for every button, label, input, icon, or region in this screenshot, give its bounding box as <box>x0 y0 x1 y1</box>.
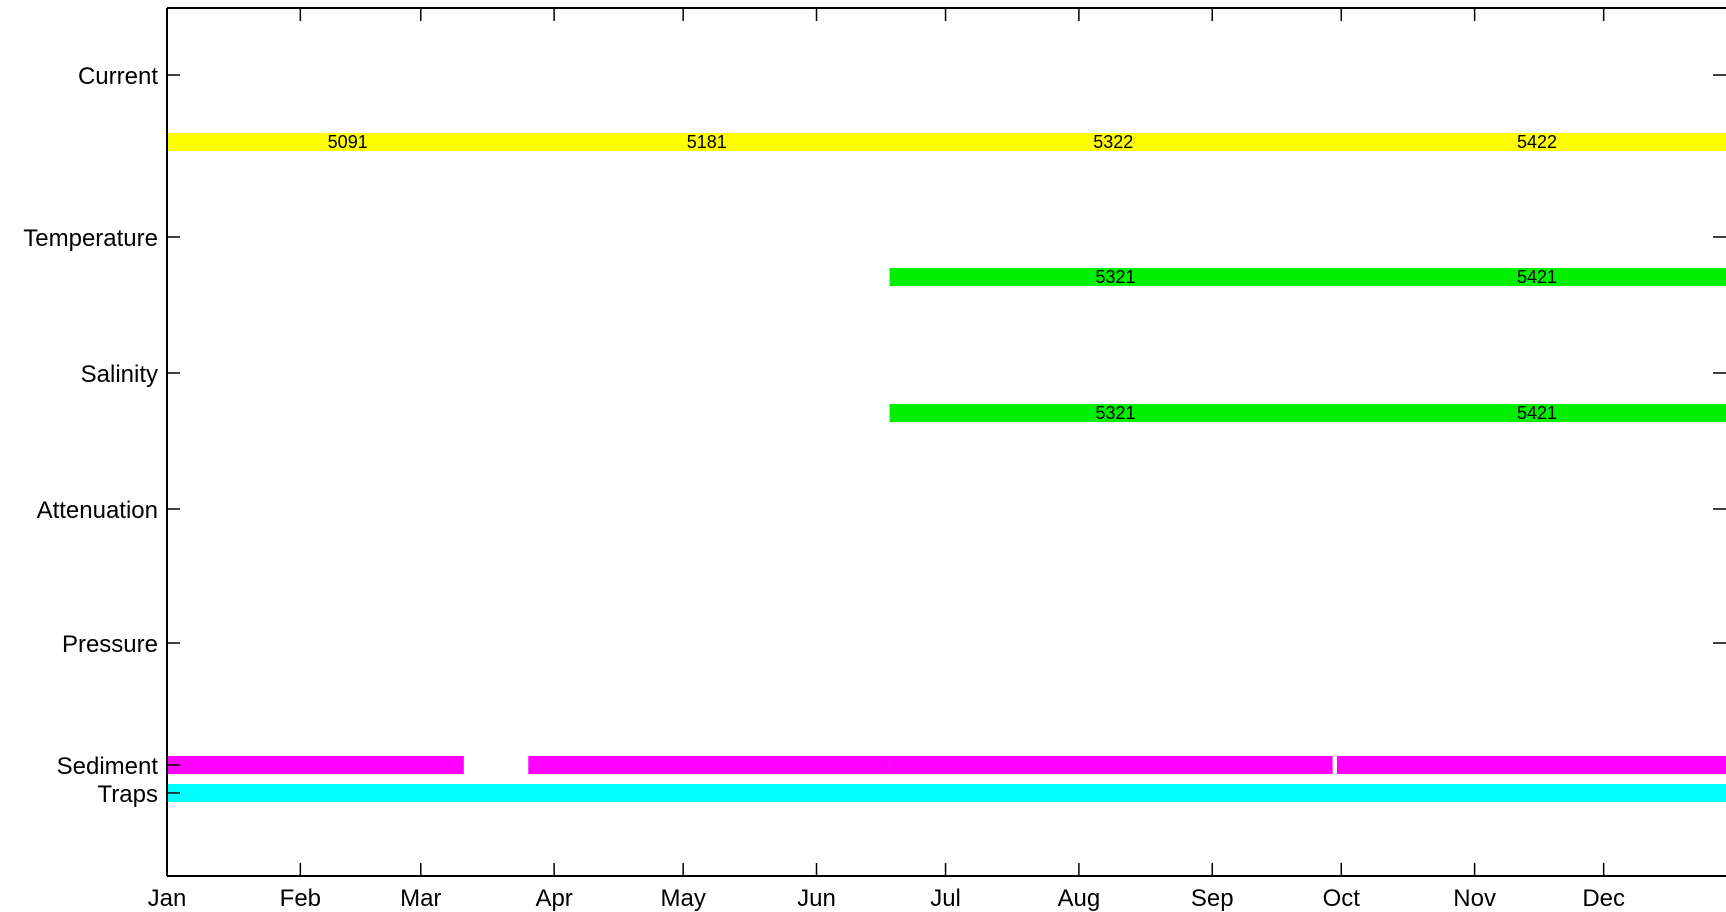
x-tick-label-jul: Jul <box>930 885 961 912</box>
x-tick-label-dec: Dec <box>1582 885 1625 912</box>
y-axis: Current Temperature Salinity Attenuation Pre… <box>23 63 1726 808</box>
x-tick-label-sep: Sep <box>1191 885 1234 912</box>
x-tick-label-may: May <box>660 885 705 912</box>
bar-label-salinity-1: 5321 <box>1095 403 1135 423</box>
x-tick-label-feb: Feb <box>280 885 321 912</box>
x-tick-label-aug: Aug <box>1058 885 1101 912</box>
x-tick-label-jan: Jan <box>148 885 187 912</box>
bar-label-temperature-1: 5321 <box>1095 267 1135 287</box>
bar-label-current-4: 5422 <box>1517 132 1557 152</box>
x-axis: Jan Feb Mar Apr May Jun Jul Aug Sep Oct Nov Dec <box>148 8 1625 912</box>
bar-salinity-1 <box>889 404 1342 422</box>
bar-sediment-1 <box>167 756 464 774</box>
bar-label-current-2: 5181 <box>687 132 727 152</box>
y-tick-label-temperature: Temperature <box>23 225 158 252</box>
bar-current-3 <box>885 133 1342 151</box>
bar-layer <box>167 133 1726 802</box>
y-tick-label-current: Current <box>78 63 158 90</box>
bar-label-current-3: 5322 <box>1093 132 1133 152</box>
y-tick-label-salinity: Salinity <box>81 361 158 388</box>
y-tick-label-traps: Traps <box>98 781 158 808</box>
bar-sediment-2 <box>528 756 890 774</box>
bar-sediment-3 <box>889 756 1333 774</box>
bar-label-salinity-2: 5421 <box>1517 403 1557 423</box>
y-tick-label-sediment: Sediment <box>57 753 159 780</box>
bar-temperature-2 <box>1337 268 1726 286</box>
bar-current-4 <box>1337 133 1726 151</box>
x-tick-label-nov: Nov <box>1453 885 1496 912</box>
y-tick-label-pressure: Pressure <box>62 631 158 658</box>
bar-traps-1 <box>167 784 1726 802</box>
bar-label-current-1: 5091 <box>328 132 368 152</box>
bar-current-1 <box>167 133 529 151</box>
x-tick-label-apr: Apr <box>535 885 572 912</box>
x-tick-label-mar: Mar <box>400 885 441 912</box>
plot-area <box>167 8 1726 876</box>
bar-current-2 <box>524 133 890 151</box>
bar-label-layer: 5091 5181 5322 5422 5321 5421 5321 5421 <box>328 132 1557 423</box>
bar-salinity-2 <box>1337 404 1726 422</box>
bar-label-temperature-2: 5421 <box>1517 267 1557 287</box>
x-tick-label-oct: Oct <box>1323 885 1361 912</box>
bar-sediment-4 <box>1337 756 1726 774</box>
y-tick-label-attenuation: Attenuation <box>37 497 158 524</box>
x-tick-label-jun: Jun <box>797 885 836 912</box>
bar-temperature-1 <box>889 268 1342 286</box>
